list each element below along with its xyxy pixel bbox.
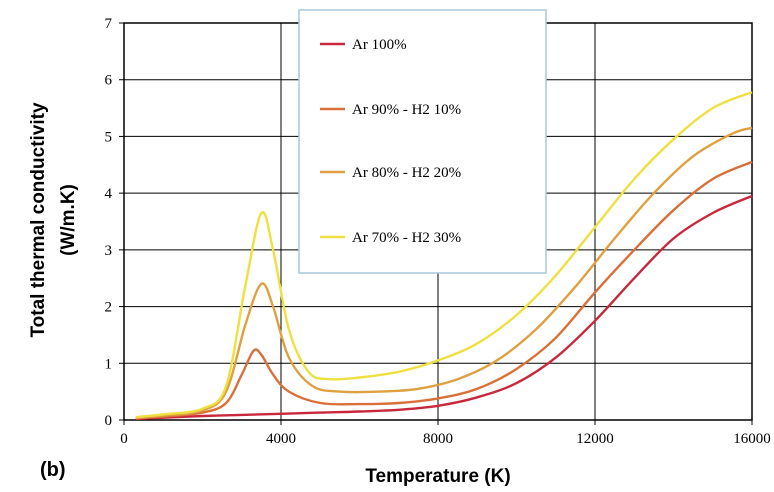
series-layer [135,91,753,421]
series-line-1 [135,194,753,421]
legend-box [298,9,547,274]
x-tick-label: 4000 [266,431,296,447]
series-line-4 [135,91,753,419]
legend: Ar 100% Ar 90% - H2 10% Ar 80% - H2 20% Ar … [298,9,547,274]
y-tick-label: 6 [105,73,113,89]
y-axis-title-line1: Total thermal conductivity [28,102,49,338]
x-tick-label: 16000 [733,431,771,447]
y-tick-label: 5 [105,129,113,145]
legend-items: Ar 100% Ar 90% - H2 10% Ar 80% - H2 20% Ar … [320,37,461,246]
y-axis-title-line2: (W/m.K) [58,184,79,256]
x-tick-label: 0 [120,431,128,447]
x-tick-label: 8000 [423,431,453,447]
legend-label-1: Ar 100% [352,37,407,53]
y-tick-label: 0 [105,413,113,429]
y-tick-label: 7 [105,16,113,32]
legend-label-2: Ar 90% - H2 10% [352,102,461,118]
tick-labels: 0 1 2 3 4 5 6 7 0 4000 8000 12000 16000 [105,16,771,447]
y-tick-label: 1 [105,356,113,372]
y-tick-label: 2 [105,300,113,316]
x-tick-label: 12000 [576,431,614,447]
x-axis-title: Temperature (K) [365,466,510,487]
legend-label-3: Ar 80% - H2 20% [352,165,461,181]
series-line-3 [135,126,753,419]
legend-label-4: Ar 70% - H2 30% [352,230,461,246]
series-line-2 [135,160,753,420]
panel-label: (b) [40,459,66,481]
y-tick-label: 3 [105,243,113,259]
y-tick-label: 4 [105,186,113,202]
